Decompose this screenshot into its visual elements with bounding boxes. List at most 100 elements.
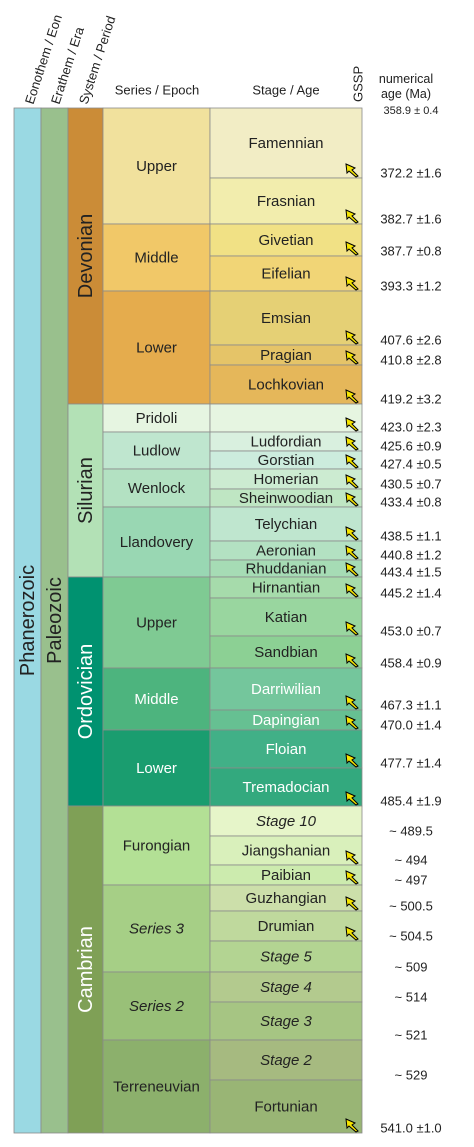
stage-name: Tremadocian	[243, 779, 330, 796]
age-label: 467.3 ±1.1	[380, 697, 441, 712]
stage-cell	[209, 971, 363, 1003]
series-name: Wenlock	[128, 480, 186, 497]
series-cell	[102, 506, 211, 578]
top-age: 358.9 ± 0.4	[384, 105, 439, 117]
stage-name: Katian	[265, 609, 308, 626]
stage-name: Jiangshanian	[242, 842, 330, 859]
stage-name: Rhuddanian	[246, 560, 327, 577]
stage-cell	[209, 635, 363, 669]
gssp-spike	[345, 621, 359, 636]
series-cell	[102, 667, 211, 731]
series-name: Series 2	[129, 998, 185, 1015]
age-label: 458.4 ±0.9	[380, 655, 441, 670]
age-label: 382.7 ±1.6	[380, 211, 441, 226]
age-label: 445.2 ±1.4	[380, 585, 441, 600]
age-label: ~ 529	[395, 1067, 428, 1082]
header: numerical age (Ma)	[378, 72, 434, 101]
gssp-spike	[345, 436, 359, 451]
period-name: Devonian	[75, 214, 97, 299]
stage-cell	[209, 290, 363, 346]
stage-cell	[209, 107, 363, 179]
stage-name: Eifelian	[261, 265, 310, 282]
gssp-spike	[345, 896, 359, 911]
gssp-spike	[345, 417, 359, 432]
age-label: 477.7 ±1.4	[380, 755, 441, 770]
gssp-spike	[345, 695, 359, 710]
age-label: 440.8 ±1.2	[380, 547, 441, 562]
stage-name: Emsian	[261, 310, 311, 327]
gssp-spike	[345, 241, 359, 256]
series-cell	[102, 1039, 211, 1134]
stage-name: Stage 5	[260, 948, 312, 965]
stage-name: Paibian	[261, 867, 311, 884]
stage-name: Stage 4	[260, 979, 312, 996]
stage-cell	[209, 805, 363, 837]
stage-cell	[209, 255, 363, 292]
series-name: Pridoli	[136, 410, 178, 427]
gssp-spike	[345, 163, 359, 178]
series-name: Series 3	[129, 920, 185, 937]
stage-name: Aeronian	[256, 542, 316, 559]
age-label: 443.4 ±1.5	[380, 564, 441, 579]
age-label: 425.6 ±0.9	[380, 438, 441, 453]
series-cell	[102, 290, 211, 405]
gssp-spike	[345, 474, 359, 489]
period-cell	[67, 403, 104, 578]
stage-cell	[209, 1039, 363, 1081]
stage-cell	[209, 940, 363, 973]
age-label: ~ 497	[395, 872, 428, 887]
stage-cell	[209, 597, 363, 637]
series-name: Middle	[134, 691, 178, 708]
age-label: 410.8 ±2.8	[380, 352, 441, 367]
age-label: ~ 509	[395, 959, 428, 974]
age-label: ~ 514	[395, 989, 428, 1004]
age-label: 430.5 ±0.7	[380, 476, 441, 491]
gssp-spike	[345, 350, 359, 365]
stage-name: Stage 10	[256, 813, 317, 830]
series-name: Lower	[136, 339, 177, 356]
eon-cell	[13, 107, 42, 1134]
series-name: Upper	[136, 158, 177, 175]
stage-name: Gorstian	[258, 452, 315, 469]
gssp-spike	[345, 1118, 359, 1133]
period-name: Cambrian	[75, 926, 97, 1013]
gssp-spike	[345, 389, 359, 404]
gssp-spike	[345, 926, 359, 941]
stage-name: Guzhangian	[246, 890, 327, 907]
series-cell	[102, 884, 211, 973]
gssp-spike	[345, 870, 359, 885]
stage-name: Stage 2	[260, 1052, 312, 1069]
stage-name: Givetian	[258, 232, 313, 249]
gssp-spike	[345, 791, 359, 806]
stage-cell	[209, 767, 363, 807]
stage-cell	[209, 884, 363, 912]
age-label: 438.5 ±1.1	[380, 528, 441, 543]
series-cell	[102, 107, 211, 225]
period-name: Ordovician	[75, 644, 97, 740]
stage-cell	[209, 223, 363, 257]
stage-name: Ludfordian	[251, 433, 322, 450]
series-cell	[102, 431, 211, 470]
era-name: Paleozoic	[44, 577, 66, 664]
age-label: 419.2 ±3.2	[380, 391, 441, 406]
stage-name: Sheinwoodian	[239, 490, 333, 507]
gssp-spike	[345, 276, 359, 291]
gssp-spike	[345, 209, 359, 224]
stage-name: Sandbian	[254, 644, 317, 661]
age-label: 541.0 ±1.0	[380, 1120, 441, 1135]
header: Stage / Age	[252, 82, 319, 97]
stage-name: Stage 3	[260, 1013, 312, 1030]
age-label: 485.4 ±1.9	[380, 793, 441, 808]
series-cell	[102, 468, 211, 508]
age-label: ~ 489.5	[389, 823, 433, 838]
eon-name: Phanerozoic	[17, 565, 39, 676]
gssp-spike	[345, 492, 359, 507]
series-name: Furongian	[123, 837, 191, 854]
age-label: 387.7 ±0.8	[380, 243, 441, 258]
series-name: Ludlow	[133, 442, 181, 459]
gssp-spike	[345, 583, 359, 598]
gssp-spike	[345, 454, 359, 469]
stage-cell	[209, 506, 363, 542]
